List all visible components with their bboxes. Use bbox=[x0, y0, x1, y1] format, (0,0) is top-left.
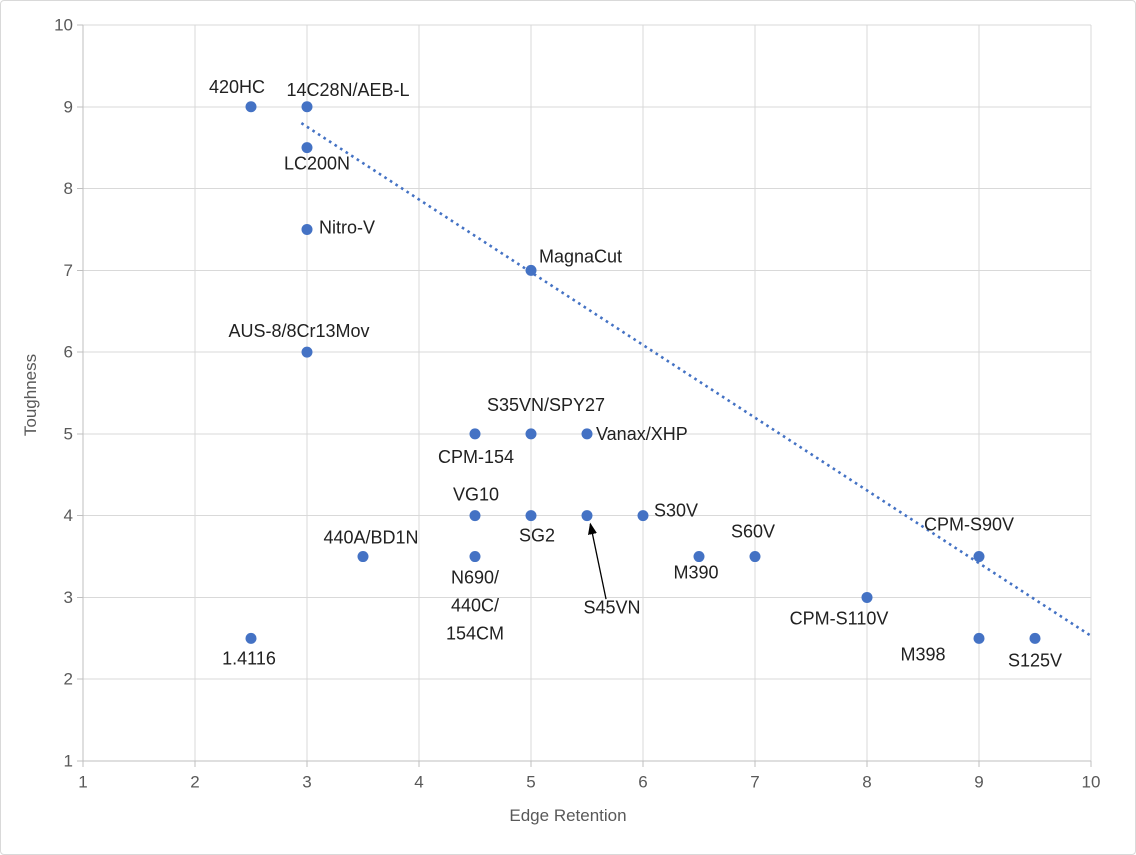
x-tick-label: 2 bbox=[190, 773, 199, 792]
y-tick-label: 6 bbox=[64, 343, 73, 362]
x-tick-label: 3 bbox=[302, 773, 311, 792]
y-tick-label: 2 bbox=[64, 670, 73, 689]
data-point[interactable] bbox=[581, 510, 593, 522]
data-point-label: M398 bbox=[900, 644, 945, 664]
data-point[interactable] bbox=[301, 101, 313, 113]
data-point[interactable] bbox=[301, 223, 313, 235]
data-point[interactable] bbox=[861, 591, 873, 603]
data-point-label: 440C/ bbox=[451, 596, 499, 616]
y-tick-label: 9 bbox=[64, 97, 73, 116]
data-point-label: CPM-154 bbox=[438, 447, 514, 467]
data-point[interactable] bbox=[749, 551, 761, 563]
data-point-label: 14C28N/AEB-L bbox=[286, 80, 409, 100]
data-point[interactable] bbox=[469, 510, 481, 522]
x-axis-title: Edge Retention bbox=[509, 806, 627, 825]
data-point-label: S125V bbox=[1008, 650, 1062, 670]
x-tick-label: 1 bbox=[78, 773, 87, 792]
data-point-label: Vanax/XHP bbox=[596, 424, 688, 444]
data-point-label: S45VN bbox=[583, 598, 640, 618]
x-tick-label: 9 bbox=[974, 773, 983, 792]
y-tick-label: 3 bbox=[64, 588, 73, 607]
data-point-label: S30V bbox=[654, 501, 698, 521]
x-tick-label: 5 bbox=[526, 773, 535, 792]
data-point[interactable] bbox=[525, 510, 537, 522]
y-tick-label: 7 bbox=[64, 261, 73, 280]
data-point-label: LC200N bbox=[284, 154, 350, 174]
data-point-label: 440A/BD1N bbox=[323, 528, 418, 548]
y-tick-label: 1 bbox=[64, 752, 73, 771]
data-point-label: MagnaCut bbox=[539, 246, 622, 266]
data-point-label: 154CM bbox=[446, 624, 504, 644]
data-point[interactable] bbox=[301, 142, 313, 154]
data-point[interactable] bbox=[525, 264, 537, 276]
x-tick-label: 7 bbox=[750, 773, 759, 792]
data-point[interactable] bbox=[525, 428, 537, 440]
y-tick-label: 5 bbox=[64, 424, 73, 443]
data-point-label: SG2 bbox=[519, 526, 555, 546]
data-point[interactable] bbox=[973, 632, 985, 644]
data-point-label: VG10 bbox=[453, 485, 499, 505]
data-point[interactable] bbox=[693, 551, 705, 563]
trendline[interactable] bbox=[300, 122, 1092, 637]
data-point-label: 1.4116 bbox=[222, 648, 276, 668]
data-point-label: CPM-S110V bbox=[790, 608, 889, 628]
y-tick-label: 4 bbox=[64, 506, 73, 525]
data-point-label: Nitro-V bbox=[319, 217, 375, 237]
annotation-arrow bbox=[588, 522, 607, 600]
data-point-label: S60V bbox=[731, 522, 775, 542]
y-tick-label: 10 bbox=[54, 16, 73, 35]
data-point[interactable] bbox=[637, 510, 649, 522]
x-tick-label: 8 bbox=[862, 773, 871, 792]
y-axis-title: Toughness bbox=[21, 353, 40, 437]
data-point[interactable] bbox=[1029, 632, 1041, 644]
data-point[interactable] bbox=[469, 551, 481, 563]
data-point-label: S35VN/SPY27 bbox=[487, 395, 605, 415]
data-point[interactable] bbox=[357, 551, 369, 563]
data-point[interactable] bbox=[973, 551, 985, 563]
data-point-label: M390 bbox=[673, 563, 718, 583]
x-tick-label: 6 bbox=[638, 773, 647, 792]
data-point-label: 420HC bbox=[209, 77, 265, 97]
data-point-label: CPM-S90V bbox=[924, 515, 1014, 535]
data-point[interactable] bbox=[245, 632, 257, 644]
y-tick-label: 8 bbox=[64, 179, 73, 198]
x-tick-label: 10 bbox=[1082, 773, 1101, 792]
data-point[interactable] bbox=[245, 101, 257, 113]
data-point[interactable] bbox=[469, 428, 481, 440]
data-point[interactable] bbox=[581, 428, 593, 440]
data-point[interactable] bbox=[301, 346, 313, 358]
data-point-label: N690/ bbox=[451, 568, 499, 588]
data-point-label: AUS-8/8Cr13Mov bbox=[228, 321, 369, 341]
x-tick-label: 4 bbox=[414, 773, 423, 792]
